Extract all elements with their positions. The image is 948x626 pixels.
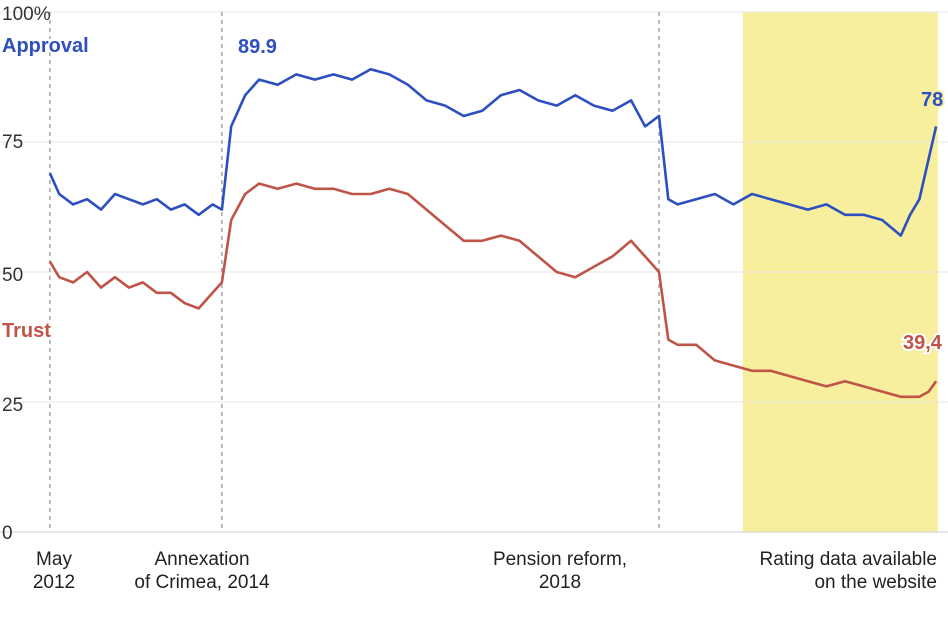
series-label-trust: Trust <box>2 320 51 342</box>
approval-end-label: 78 <box>921 89 943 111</box>
y-tick-75: 75 <box>2 132 23 153</box>
event-label-pension-line2: 2018 <box>539 572 581 593</box>
y-tick-100: 100% <box>2 4 51 25</box>
region-label-line1: Rating data available <box>760 549 937 570</box>
event-label-crimea-line1: Annexation <box>154 549 249 570</box>
series-line-approval <box>48 67 938 237</box>
event-label-may-2012-line2: 2012 <box>33 572 75 593</box>
event-label-may-2012-line1: May <box>36 549 72 570</box>
y-tick-0: 0 <box>2 523 13 544</box>
event-label-crimea-line2: of Crimea, 2014 <box>134 572 270 593</box>
y-tick-25: 25 <box>2 395 23 416</box>
event-label-pension-line1: Pension reform, <box>493 549 627 570</box>
gridlines <box>0 11 948 533</box>
series-line-trust <box>48 182 938 399</box>
approval-peak-label: 89.9 <box>238 36 277 58</box>
series-lines <box>48 67 938 399</box>
trust-end-label: 39,4 <box>903 332 943 354</box>
y-tick-50: 50 <box>2 265 23 286</box>
series-label-approval: Approval <box>2 35 89 57</box>
region-label-line2: on the website <box>814 572 937 593</box>
